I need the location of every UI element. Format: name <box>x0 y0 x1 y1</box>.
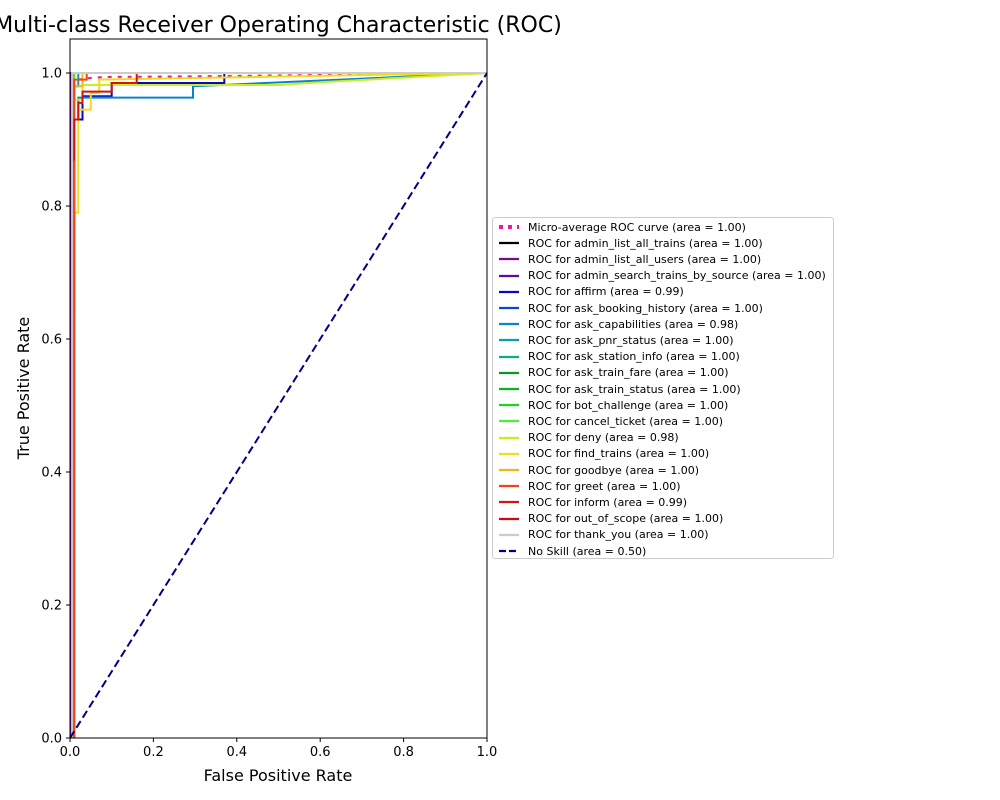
legend-item: ROC for find_trains (area = 1.00) <box>497 446 709 462</box>
x-tick-label: 0.8 <box>393 745 414 760</box>
legend-swatch <box>499 323 519 326</box>
legend-item: ROC for inform (area = 0.99) <box>497 494 687 510</box>
y-axis-ticks: 0.0 0.2 0.4 0.6 0.8 1.0 <box>41 67 70 747</box>
y-tick-label: 0.4 <box>41 466 62 481</box>
legend-item: ROC for cancel_ticket (area = 1.00) <box>497 413 723 429</box>
legend-swatch <box>499 274 519 277</box>
legend-item: ROC for ask_booking_history (area = 1.00… <box>497 300 763 316</box>
y-tick-label: 0.8 <box>41 200 62 215</box>
legend-swatch <box>499 468 519 472</box>
legend-label: ROC for find_trains (area = 1.00) <box>528 447 710 461</box>
legend-label: ROC for inform (area = 0.99) <box>528 495 688 509</box>
x-axis-ticks: 0.0 0.2 0.4 0.6 0.8 1.0 <box>60 738 498 760</box>
legend-swatch <box>499 225 519 229</box>
legend-swatch <box>499 387 519 391</box>
legend-item: ROC for ask_capabilities (area = 0.98) <box>497 316 738 332</box>
legend-label: ROC for goodbye (area = 1.00) <box>528 463 700 477</box>
legend-swatch <box>499 452 519 455</box>
legend-swatch <box>499 371 519 374</box>
legend-item: ROC for admin_list_all_users (area = 1.0… <box>497 251 761 267</box>
legend-swatch <box>499 485 519 488</box>
legend-item: No Skill (area = 0.50) <box>497 543 646 559</box>
roc-curve-19 <box>70 72 487 738</box>
legend-swatch <box>499 517 519 520</box>
legend-item: ROC for thank_you (area = 1.00) <box>497 527 709 543</box>
legend-label: ROC for ask_capabilities (area = 0.98) <box>528 317 739 331</box>
legend-item: ROC for ask_pnr_status (area = 1.00) <box>497 332 734 348</box>
legend-item: ROC for ask_train_fare (area = 1.00) <box>497 365 729 381</box>
legend-label: ROC for ask_station_info (area = 1.00) <box>528 350 740 364</box>
legend: Micro-average ROC curve (area = 1.00) ROC… <box>492 217 834 559</box>
legend-label: ROC for thank_you (area = 1.00) <box>528 528 709 542</box>
legend-label: ROC for ask_train_fare (area = 1.00) <box>528 366 729 380</box>
roc-curve-20 <box>70 72 487 738</box>
x-tick-label: 0.0 <box>60 745 81 760</box>
legend-swatch <box>499 404 519 407</box>
legend-swatch <box>499 533 519 536</box>
legend-swatch <box>499 420 519 423</box>
legend-label: ROC for greet (area = 1.00) <box>528 479 681 493</box>
legend-item: ROC for bot_challenge (area = 1.00) <box>497 397 728 413</box>
y-tick-label: 0.2 <box>41 599 62 614</box>
legend-label: ROC for deny (area = 0.98) <box>528 431 679 445</box>
y-tick-label: 0.6 <box>41 333 62 348</box>
legend-item: ROC for deny (area = 0.98) <box>497 430 679 446</box>
legend-item: ROC for greet (area = 1.00) <box>497 478 681 494</box>
x-tick-label: 1.0 <box>477 745 498 760</box>
legend-swatch <box>499 501 519 504</box>
legend-item: Micro-average ROC curve (area = 1.00) <box>497 219 746 235</box>
legend-item: ROC for out_of_scope (area = 1.00) <box>497 511 723 527</box>
legend-label: ROC for admin_search_trains_by_source (a… <box>528 269 826 283</box>
x-tick-label: 0.2 <box>143 745 164 760</box>
x-axis-label: False Positive Rate <box>204 766 353 785</box>
legend-swatch <box>499 290 519 293</box>
y-tick-label: 1.0 <box>41 67 62 82</box>
legend-swatch <box>499 549 519 553</box>
legend-label: ROC for ask_train_status (area = 1.00) <box>528 382 741 396</box>
legend-swatch <box>499 258 519 261</box>
plot-frame <box>69 38 488 739</box>
legend-swatch <box>499 339 519 342</box>
roc-curves <box>70 72 487 738</box>
legend-item: ROC for ask_train_status (area = 1.00) <box>497 381 741 397</box>
legend-label: ROC for affirm (area = 0.99) <box>528 285 684 299</box>
x-tick-label: 0.6 <box>310 745 331 760</box>
legend-label: ROC for admin_list_all_trains (area = 1.… <box>528 236 763 250</box>
legend-label: ROC for admin_list_all_users (area = 1.0… <box>528 252 762 266</box>
chart-title: Multi-class Receiver Operating Character… <box>0 13 562 38</box>
y-axis-label: True Positive Rate <box>14 317 33 461</box>
legend-label: ROC for ask_pnr_status (area = 1.00) <box>528 333 734 347</box>
legend-label: ROC for out_of_scope (area = 1.00) <box>528 512 724 526</box>
legend-item: ROC for goodbye (area = 1.00) <box>497 462 699 478</box>
legend-swatch <box>499 436 519 439</box>
legend-swatch <box>499 355 519 358</box>
legend-label: ROC for bot_challenge (area = 1.00) <box>528 398 729 412</box>
legend-label: ROC for ask_booking_history (area = 1.00… <box>528 301 763 315</box>
legend-item: ROC for admin_search_trains_by_source (a… <box>497 268 826 284</box>
legend-item: ROC for admin_list_all_trains (area = 1.… <box>497 235 763 251</box>
legend-swatch <box>499 242 519 245</box>
legend-label: Micro-average ROC curve (area = 1.00) <box>528 220 746 234</box>
legend-label: ROC for cancel_ticket (area = 1.00) <box>528 414 724 428</box>
x-tick-label: 0.4 <box>226 745 247 760</box>
y-tick-label: 0.0 <box>41 732 62 747</box>
legend-swatch <box>499 306 519 310</box>
legend-label: No Skill (area = 0.50) <box>528 544 647 558</box>
legend-item: ROC for ask_station_info (area = 1.00) <box>497 349 740 365</box>
legend-item: ROC for affirm (area = 0.99) <box>497 284 684 300</box>
